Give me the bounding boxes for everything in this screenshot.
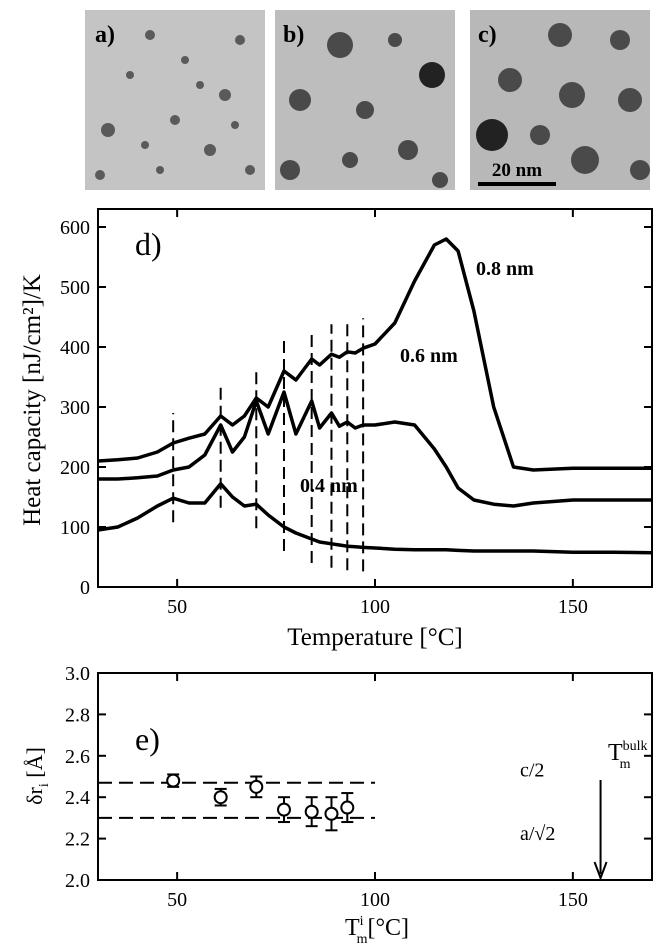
series-label: 0.6 nm xyxy=(400,345,458,367)
series-line xyxy=(97,482,653,555)
panel-label: d) xyxy=(135,226,162,262)
series-line xyxy=(98,390,652,508)
series-label: 0.8 nm xyxy=(476,258,534,280)
series-label: 0.4 nm xyxy=(300,475,358,497)
y-tick-label: 2.0 xyxy=(65,870,90,892)
particles-b xyxy=(280,32,448,188)
x-tick-label: 50 xyxy=(167,889,187,911)
reference-label: c/2 xyxy=(520,760,544,782)
point xyxy=(340,800,355,815)
y-axis-label: δri [Å] xyxy=(22,747,52,805)
x-axis-label: Temperature [°C] xyxy=(287,624,463,651)
y-tick-label: 400 xyxy=(60,337,90,359)
image-label: c) xyxy=(478,22,497,48)
y-tick-label: 2.4 xyxy=(65,787,90,809)
reference-label: a/√2 xyxy=(520,823,555,845)
particles-c xyxy=(476,23,650,180)
x-tick-label: 50 xyxy=(167,596,187,618)
x-axis-label-sub: m xyxy=(357,932,368,947)
plot-frame xyxy=(97,672,653,881)
x-tick-label: 100 xyxy=(360,889,390,911)
point xyxy=(304,804,319,819)
image-label: b) xyxy=(283,22,304,48)
bulk-arrowhead xyxy=(593,861,608,881)
point xyxy=(166,773,181,788)
panel-label: e) xyxy=(135,721,160,757)
bulk-label: Tbulk m xyxy=(608,739,648,772)
x-axis-label: Ti m[°C] xyxy=(345,914,409,947)
point xyxy=(249,779,264,794)
point xyxy=(276,802,291,817)
y-tick-label: 500 xyxy=(60,277,90,299)
scale-bar-label: 20 nm xyxy=(492,160,542,181)
bulk-label-base: T xyxy=(608,740,623,766)
y-tick-label: 0 xyxy=(80,577,90,599)
x-axis-label-sup: i xyxy=(360,914,364,929)
point xyxy=(213,790,228,805)
x-axis-label-rest: [°C] xyxy=(367,915,409,941)
y-tick-label: 100 xyxy=(60,517,90,539)
particles-a xyxy=(95,30,255,180)
x-tick-label: 150 xyxy=(558,889,588,911)
series-line xyxy=(97,237,652,472)
image-label: a) xyxy=(95,22,115,48)
y-tick-label: 300 xyxy=(60,397,90,419)
point xyxy=(324,806,339,821)
y-tick-label: 2.8 xyxy=(65,704,90,726)
y-axis-label-sub: i xyxy=(37,783,52,787)
bulk-label-sub: m xyxy=(620,757,631,772)
y-tick-label: 2.2 xyxy=(65,829,90,851)
tem-images: a) b) c) 20 nm xyxy=(85,10,650,190)
plot-frame xyxy=(97,208,653,588)
x-tick-label: 150 xyxy=(558,596,588,618)
x-tick-label: 100 xyxy=(360,596,390,618)
bulk-label-sup: bulk xyxy=(623,739,648,754)
y-axis-label: Heat capacity [nJ/cm²]/K xyxy=(19,274,46,526)
x-axis-label-base: T xyxy=(345,915,360,941)
y-tick-label: 3.0 xyxy=(65,663,90,685)
y-tick-label: 200 xyxy=(60,457,90,479)
y-tick-label: 600 xyxy=(60,217,90,239)
y-tick-label: 2.6 xyxy=(65,746,90,768)
y-axis-label-base: δr xyxy=(22,786,47,804)
y-axis-label-rest: [Å] xyxy=(22,747,47,783)
